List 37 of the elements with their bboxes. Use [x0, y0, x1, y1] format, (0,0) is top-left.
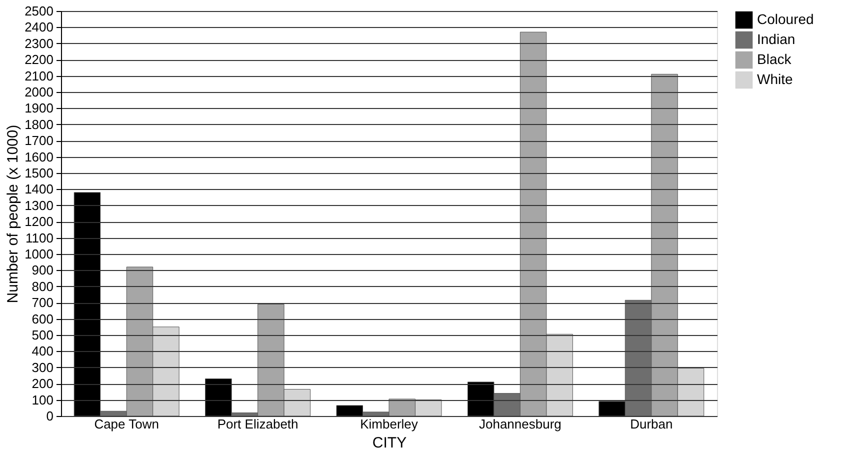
y-tick-label: 400: [32, 344, 54, 359]
y-tick-label: 800: [32, 278, 54, 294]
x-tick-label: Port Elizabeth: [217, 416, 298, 432]
y-tick-label: 600: [32, 311, 54, 326]
y-tick-label: 2000: [24, 84, 54, 100]
y-tick-label: 1400: [24, 182, 54, 197]
x-tick-label: Cape Town: [94, 416, 160, 432]
y-tick-label: 2400: [24, 20, 54, 35]
y-tick-label: 2300: [24, 36, 54, 51]
y-tick-label: 500: [32, 328, 54, 342]
y-tick-label: 1900: [24, 100, 54, 116]
y-tick-label: 1500: [24, 166, 54, 180]
x-tick-label: Durban: [630, 416, 673, 432]
legend-label: Coloured: [757, 11, 814, 27]
x-tick-label: Johannesburg: [478, 416, 562, 432]
y-axis-title: Number of people (x 1000): [4, 124, 22, 304]
y-tick-label: 900: [32, 262, 54, 278]
y-tick-label: 2500: [24, 4, 54, 18]
legend-label: White: [757, 71, 793, 87]
y-tick-label: 200: [32, 376, 54, 392]
y-tick-label: 0: [46, 408, 54, 424]
x-tick-label: Kimberley: [360, 416, 418, 432]
legend-label: Indian: [757, 31, 796, 47]
y-tick-label: 100: [32, 392, 54, 408]
y-tick-label: 700: [32, 295, 54, 310]
y-tick-label: 1100: [26, 230, 54, 246]
y-tick-label: 1200: [24, 214, 54, 230]
y-tick-label: 300: [32, 360, 54, 375]
y-tick-label: 2200: [24, 52, 54, 68]
y-tick-label: 1700: [24, 133, 54, 148]
y-tick-label: 2100: [24, 68, 54, 84]
y-tick-label: 1800: [24, 116, 54, 132]
y-tick-label: 1300: [24, 198, 54, 213]
legend-label: Black: [757, 51, 792, 67]
x-axis-title: CITY: [372, 434, 407, 452]
y-tick-label: 1000: [24, 246, 54, 262]
y-tick-label: 1600: [24, 149, 54, 164]
